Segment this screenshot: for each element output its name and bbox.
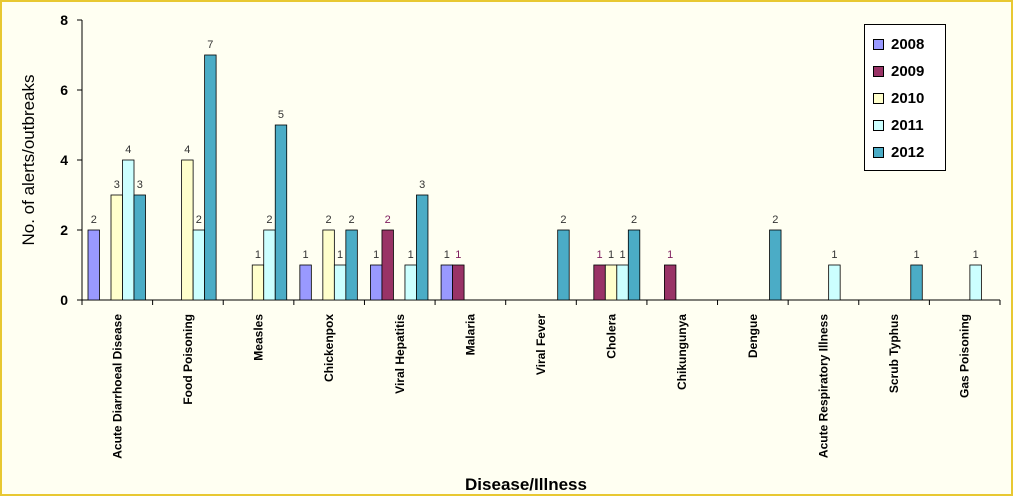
bar-2010 — [604, 264, 618, 301]
data-label: 1 — [373, 249, 379, 261]
data-label: 1 — [455, 249, 461, 261]
x-tick-label: Chikungunya — [675, 314, 689, 390]
y-tick-label: 6 — [60, 82, 68, 98]
legend-swatch — [873, 92, 884, 104]
data-label: 5 — [278, 109, 284, 121]
data-label: 1 — [608, 249, 614, 261]
legend-label: 2009 — [891, 62, 925, 80]
data-label: 2 — [196, 214, 202, 226]
x-tick-label: Cholera — [605, 314, 619, 359]
data-label: 1 — [444, 249, 450, 261]
legend-item: 2012 — [873, 142, 924, 162]
legend-label: 2008 — [891, 35, 925, 53]
legend-item: 2008 — [873, 34, 924, 54]
data-label: 1 — [408, 249, 414, 261]
data-label: 3 — [114, 179, 120, 191]
x-tick-label: Viral Fever — [534, 314, 548, 375]
x-tick-label: Viral Hepatitis — [393, 314, 407, 394]
data-label: 1 — [973, 249, 979, 261]
bar-2012 — [557, 229, 570, 301]
legend-item: 2010 — [873, 88, 924, 108]
data-label: 2 — [91, 214, 97, 226]
data-label: 3 — [419, 179, 425, 191]
bar-2010 — [322, 229, 335, 301]
bar-2012 — [416, 194, 429, 301]
data-label: 1 — [831, 249, 837, 261]
bar-2011 — [828, 264, 841, 301]
legend: 2008 2009 2010 2011 2012 — [864, 24, 946, 171]
x-tick-label: Food Poisoning — [181, 314, 195, 405]
data-label: 1 — [619, 249, 625, 261]
bar-2009 — [452, 264, 465, 301]
bar-2012 — [204, 54, 217, 301]
bar-2011 — [192, 229, 206, 301]
bar-2008 — [440, 264, 453, 301]
data-label: 1 — [255, 249, 261, 261]
x-tick-label: Dengue — [746, 314, 760, 358]
data-label: 4 — [184, 144, 190, 156]
data-label: 7 — [207, 39, 213, 51]
bar-2009 — [381, 229, 394, 301]
bar-2010 — [110, 194, 123, 301]
bar-2008 — [370, 264, 383, 301]
bar-2012 — [769, 229, 782, 301]
y-tick-label: 0 — [60, 292, 68, 308]
bar-2012 — [910, 264, 923, 301]
legend-swatch — [873, 38, 884, 50]
x-tick-label: Malaria — [463, 314, 477, 356]
data-label: 1 — [596, 249, 602, 261]
y-axis-label: No. of alerts/outbreaks — [19, 74, 38, 245]
x-tick-label: Scrub Typhus — [887, 314, 901, 393]
x-tick-label: Gas Poisoning — [958, 314, 972, 398]
y-tick-label: 8 — [60, 12, 68, 28]
legend-label: 2011 — [891, 116, 924, 134]
y-tick-label: 2 — [60, 222, 68, 238]
legend-swatch — [873, 146, 884, 158]
bar-2008 — [87, 229, 100, 301]
data-label: 1 — [667, 249, 673, 261]
bar-2010 — [251, 264, 265, 301]
bar-2010 — [181, 159, 194, 301]
bar-2012 — [627, 229, 641, 301]
data-label: 2 — [326, 214, 332, 226]
legend-swatch — [873, 119, 884, 131]
bar-2009 — [593, 264, 606, 301]
x-tick-label: Acute Diarrhoeal Disease — [110, 314, 124, 459]
data-label: 3 — [137, 179, 143, 191]
plot-area: 0 2 4 6 8 Acute Diarrhoeal Disease Food Poison… — [60, 12, 1001, 459]
data-label: 4 — [125, 144, 131, 156]
data-label: 2 — [560, 214, 566, 226]
data-label: 1 — [913, 249, 919, 261]
bar-2011 — [263, 229, 276, 301]
bar-2011 — [333, 264, 347, 301]
bar-2009 — [664, 264, 677, 301]
data-label: 2 — [772, 214, 778, 226]
legend-item: 2009 — [873, 61, 924, 81]
data-label: 2 — [266, 214, 272, 226]
bar-2012 — [133, 194, 146, 301]
legend-label: 2012 — [891, 143, 925, 161]
x-tick-label: Acute Respiratory Illness — [816, 314, 830, 458]
x-axis-label: Disease/Illness — [465, 475, 587, 494]
legend-label: 2010 — [891, 89, 925, 107]
bar-2012 — [345, 229, 358, 301]
bar-2011 — [122, 159, 135, 301]
bar-2011 — [616, 264, 629, 301]
x-tick-label: Measles — [252, 314, 266, 361]
data-label: 2 — [631, 214, 637, 226]
bar-2011 — [969, 264, 982, 301]
bar-2008 — [299, 264, 312, 301]
bar-2012 — [274, 124, 288, 301]
bar-2011 — [404, 264, 417, 301]
data-label: 2 — [385, 214, 391, 226]
legend-swatch — [873, 65, 884, 77]
x-tick-label: Chickenpox — [322, 314, 336, 382]
legend-item: 2011 — [873, 115, 924, 135]
data-label: 2 — [349, 214, 355, 226]
data-label: 1 — [337, 249, 343, 261]
data-label: 1 — [303, 249, 309, 261]
y-tick-label: 4 — [60, 152, 68, 168]
